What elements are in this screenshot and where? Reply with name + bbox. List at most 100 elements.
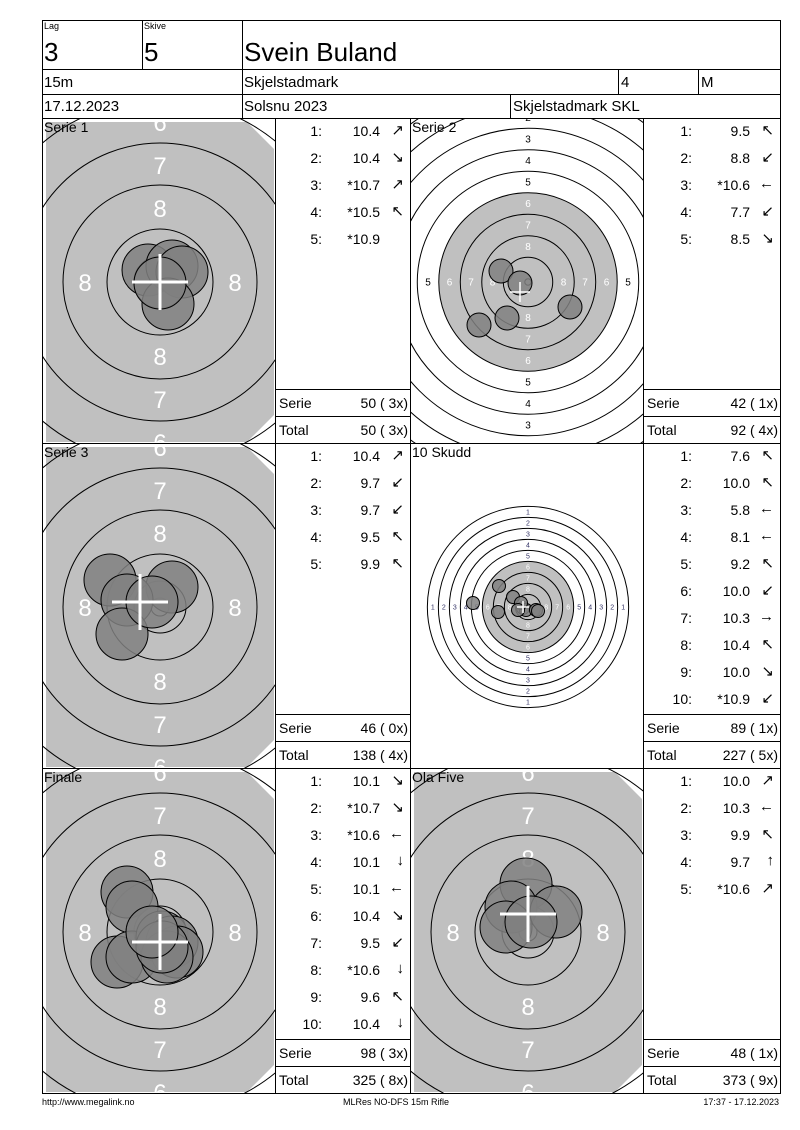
shot-value: 10.1	[352, 881, 380, 897]
shot-value: *10.7	[347, 177, 380, 193]
ring-label: 6	[525, 356, 531, 367]
shot-direction-icon: ↖	[761, 636, 774, 653]
shot-mark	[491, 605, 505, 619]
ring-label: 8	[526, 586, 530, 593]
ring-label: 4	[588, 605, 592, 612]
shot-mark	[557, 294, 583, 320]
shot-direction-icon: ↘	[761, 663, 774, 680]
shot-value: 10.4	[352, 123, 380, 139]
ring-label: 7	[153, 387, 166, 414]
footer-url[interactable]: http://www.megalink.no	[42, 1097, 135, 1107]
class-number: 4	[621, 74, 630, 91]
shot-number: 6:	[310, 908, 322, 924]
shot-row: 1: 10.4 ↗	[276, 119, 410, 146]
ring-label: 6	[153, 119, 166, 137]
shot-list: 1: 10.1 ↘ 2: *10.7 ↘ 3: *10.6 ← 4: 10.1 ↓ 5: 10.1 ← 6: 1…	[275, 768, 411, 1094]
serie-label: Serie	[647, 395, 680, 411]
shot-number: 1:	[310, 123, 322, 139]
shot-direction-icon: ↘	[391, 799, 404, 816]
ring-label: 6	[521, 1080, 534, 1094]
ring-label: 5	[525, 378, 531, 389]
shot-row: 5: *10.6 ↗	[644, 877, 780, 904]
target-4: 10 Skudd11112222333344445555666677778888	[410, 443, 644, 769]
shot-number: 8:	[310, 962, 322, 978]
shot-number: 6:	[680, 583, 692, 599]
ring-label: 1	[621, 605, 625, 612]
ring-label: 1	[526, 509, 530, 516]
shot-direction-icon: ↙	[391, 934, 404, 951]
shot-row: 1: 10.1 ↘	[276, 769, 410, 796]
target-title: Serie 3	[44, 444, 89, 460]
shot-number: 3:	[680, 177, 692, 193]
ring-label: 3	[525, 135, 531, 146]
shot-number: 5:	[680, 231, 692, 247]
target-title: Serie 2	[412, 119, 457, 135]
shot-row: 3: *10.6 ←	[276, 823, 410, 850]
shot-mark	[531, 604, 545, 618]
shot-row: 3: 9.9 ↖	[644, 823, 780, 850]
shot-number: 1:	[680, 773, 692, 789]
shot-direction-icon: ←	[759, 527, 774, 544]
shot-list: 1: 10.4 ↗ 2: 10.4 ↘ 3: *10.7 ↗ 4: *10.5 ↖ 5: *10.9 Ser…	[275, 118, 411, 444]
target-5: Finale 6 7 8 8 7 6 8 8	[42, 768, 276, 1094]
target-title: Serie 1	[44, 119, 89, 135]
ring-label: 7	[526, 634, 530, 641]
shooter-name: Svein Buland	[244, 37, 398, 67]
shot-row: 10: 10.4 ↓	[276, 1012, 410, 1039]
serie-label: Serie	[647, 1045, 680, 1061]
shot-direction-icon: ↖	[761, 555, 774, 572]
ring-label: 7	[153, 803, 166, 830]
shot-number: 5:	[310, 881, 322, 897]
serie-summary: Serie 98 ( 3x)	[276, 1039, 410, 1067]
target-6: Ola Five67887688	[410, 768, 644, 1094]
ring-label: 5	[625, 278, 631, 289]
shot-number: 3:	[310, 502, 322, 518]
ring-label: 5	[526, 656, 530, 663]
ring-label: 8	[544, 605, 548, 612]
shot-direction-icon: ↖	[391, 528, 404, 545]
lag-value: 3	[44, 37, 59, 67]
target-3: Serie 3 6 7 8 8 7 6 8 8	[42, 443, 276, 769]
footer-software: MLRes NO-DFS 15m Rifle	[343, 1097, 450, 1107]
total-label: Total	[647, 747, 677, 763]
serie-value: 42 ( 1x)	[730, 395, 778, 411]
shot-row: 1: 9.5 ↖	[644, 119, 780, 146]
shot-direction-icon: →	[759, 608, 774, 625]
shot-row: 8: *10.6 ↓	[276, 958, 410, 985]
ring-label: 6	[566, 605, 570, 612]
serie-value: 98 ( 3x)	[360, 1045, 408, 1061]
shot-value: 9.5	[730, 123, 750, 139]
serie-label: Serie	[279, 395, 312, 411]
ring-label: 6	[153, 769, 166, 787]
shot-direction-icon: ↖	[761, 122, 774, 139]
shot-number: 4:	[310, 854, 322, 870]
shot-direction-icon: ↑	[766, 852, 775, 869]
ring-label: 2	[525, 442, 531, 444]
shot-direction-icon: ←	[759, 798, 774, 815]
shot-number: 3:	[310, 827, 322, 843]
shot-direction-icon: ↘	[391, 772, 404, 789]
shot-value: 9.9	[360, 556, 380, 572]
footer-printed: 17:37 - 17.12.2023	[703, 1097, 779, 1107]
total-summary: Total 373 ( 9x)	[644, 1066, 780, 1094]
shot-row: 2: 8.8 ↙	[644, 146, 780, 173]
shot-value: *10.6	[347, 827, 380, 843]
ring-label: 3	[599, 605, 603, 612]
shot-value: 10.0	[722, 475, 750, 491]
ring-label: 7	[555, 605, 559, 612]
ring-label: 7	[521, 1037, 534, 1064]
shot-row: 3: *10.6 ←	[644, 173, 780, 200]
shot-number: 2:	[310, 150, 322, 166]
shot-value: 10.0	[722, 773, 750, 789]
shot-row: 8: 10.4 ↖	[644, 633, 780, 660]
shot-direction-icon: ↖	[761, 826, 774, 843]
event: Solsnu 2023	[244, 98, 328, 115]
shot-number: 1:	[310, 773, 322, 789]
ring-label: 7	[525, 221, 531, 232]
ring-label: 6	[604, 278, 610, 289]
ring-label: 8	[521, 994, 534, 1021]
ring-label: 7	[525, 335, 531, 346]
ring-label: 8	[561, 278, 567, 289]
